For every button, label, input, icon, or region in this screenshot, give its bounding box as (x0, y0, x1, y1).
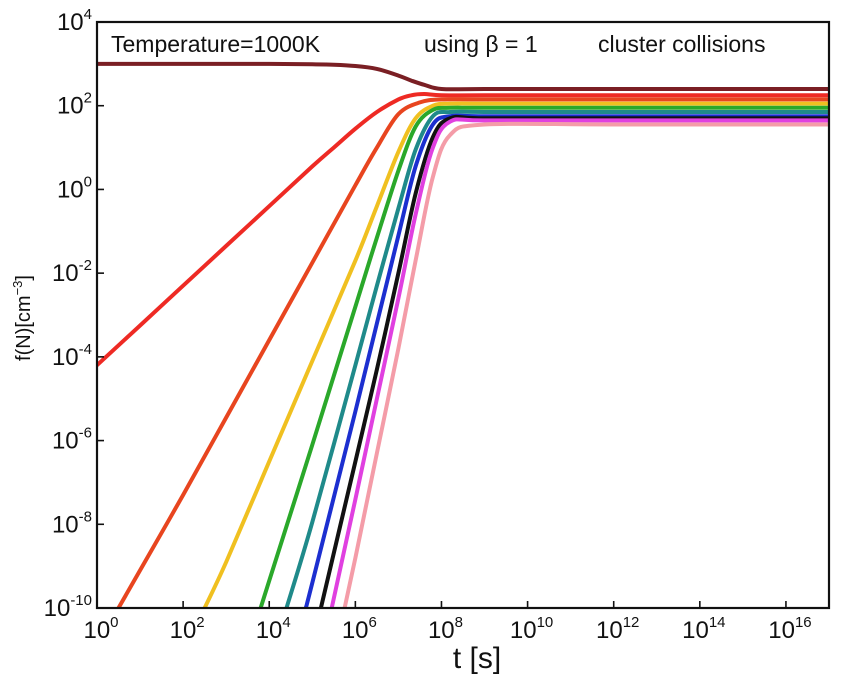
y-tick-label-5: 100 (57, 173, 92, 203)
series-line-6 (284, 109, 829, 608)
annotation-cluster-collisions: cluster collisions (598, 31, 765, 57)
series-line-10 (342, 121, 829, 608)
y-tick-label-6-exp: 2 (84, 90, 92, 107)
x-tick-label-2-exp: 4 (282, 614, 290, 631)
y-axis-label-sup: −3 (10, 281, 25, 296)
y-tick-label-4-exp: -2 (79, 257, 92, 274)
x-tick-label-5: 1010 (510, 614, 553, 644)
x-tick-label-6-exp: 12 (623, 614, 640, 631)
x-tick-label-2-base: 10 (256, 617, 283, 644)
y-tick-label-1-base: 10 (52, 511, 79, 538)
series-line-9 (329, 117, 829, 608)
y-tick-label-1: 10-8 (52, 508, 92, 538)
y-tick-label-1-exp: -8 (79, 508, 92, 525)
y-tick-label-4-base: 10 (52, 260, 79, 287)
x-tick-label-3-base: 10 (342, 617, 369, 644)
tick-layer: 100 102 104 106 108 1010 1012 1014 101610-1010-8… (44, 6, 812, 644)
series-layer (97, 61, 829, 608)
y-tick-label-6-base: 10 (57, 93, 84, 120)
series-line-2 (97, 92, 829, 368)
y-tick-label-6: 102 (57, 90, 92, 120)
y-axis-label: f(N)[cm−3] (10, 275, 35, 361)
x-tick-label-8-exp: 16 (795, 614, 812, 631)
y-axis-label-close: ] (13, 275, 35, 281)
y-tick-label-5-base: 10 (57, 176, 84, 203)
x-tick-label-4: 108 (428, 614, 463, 644)
x-tick-label-7-base: 10 (682, 617, 709, 644)
series-line-5 (258, 105, 829, 608)
x-tick-label-0: 100 (83, 614, 118, 644)
x-tick-label-1-exp: 2 (196, 614, 204, 631)
x-tick-label-6: 1012 (596, 614, 639, 644)
y-axis-label-main: f(N)[cm (13, 295, 35, 361)
x-tick-label-1-base: 10 (170, 617, 197, 644)
series-line-3 (116, 97, 829, 608)
series-line-1 (97, 61, 829, 92)
x-tick-label-4-base: 10 (428, 617, 455, 644)
y-tick-label-3-base: 10 (52, 344, 79, 371)
x-tick-label-6-base: 10 (596, 617, 623, 644)
y-tick-label-7: 104 (57, 6, 92, 36)
x-tick-label-5-base: 10 (510, 617, 537, 644)
x-tick-label-5-exp: 10 (537, 614, 554, 631)
x-tick-label-1: 102 (170, 614, 205, 644)
x-tick-label-7-exp: 14 (709, 614, 726, 631)
y-tick-label-2-exp: -6 (79, 425, 92, 442)
y-tick-label-7-exp: 4 (84, 6, 92, 23)
x-tick-label-0-base: 10 (83, 617, 110, 644)
annotation-beta: using β = 1 (424, 31, 538, 57)
x-tick-label-3: 106 (342, 614, 377, 644)
y-tick-label-0-exp: -10 (70, 592, 92, 609)
x-tick-label-0-exp: 0 (110, 614, 118, 631)
x-tick-label-8-base: 10 (768, 617, 795, 644)
y-tick-label-0-base: 10 (44, 595, 71, 622)
x-tick-label-3-exp: 6 (369, 614, 377, 631)
series-line-8 (318, 114, 829, 608)
y-tick-label-5-exp: 0 (84, 173, 92, 190)
x-tick-label-8: 1016 (768, 614, 811, 644)
y-tick-label-2-base: 10 (52, 428, 79, 455)
plot-frame (95, 20, 831, 610)
annotation-temperature: Temperature=1000K (111, 31, 321, 57)
x-axis-label: t [s] (453, 642, 501, 675)
series-line-4 (202, 101, 829, 608)
y-tick-label-7-base: 10 (57, 9, 84, 36)
x-tick-label-4-exp: 8 (455, 614, 463, 631)
y-tick-label-0: 10-10 (44, 592, 92, 622)
y-tick-label-3-exp: -4 (79, 341, 92, 358)
y-tick-label-2: 10-6 (52, 425, 92, 455)
x-tick-label-7: 1014 (682, 614, 725, 644)
y-tick-label-4: 10-2 (52, 257, 92, 287)
x-tick-label-2: 104 (256, 614, 291, 644)
series-line-7 (303, 113, 829, 608)
y-tick-label-3: 10-4 (52, 341, 92, 371)
